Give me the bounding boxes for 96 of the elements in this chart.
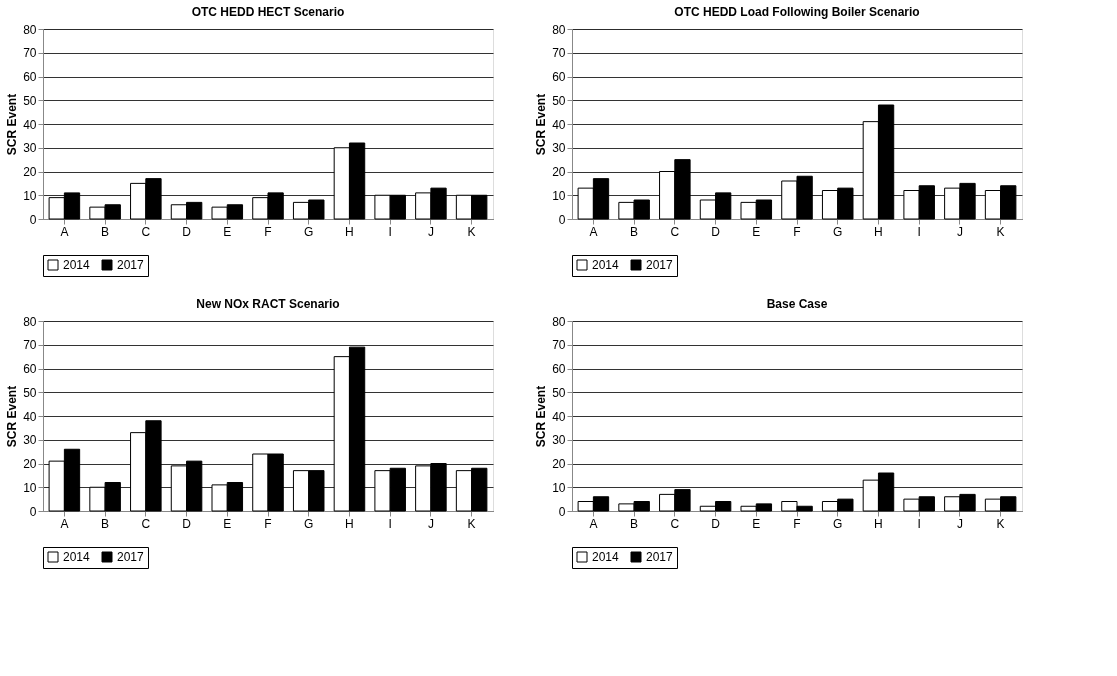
x-tick-label: F <box>264 224 272 239</box>
y-tick-label: 80 <box>552 314 566 329</box>
y-tick-label: 30 <box>552 141 566 156</box>
x-tick-label: G <box>304 516 314 531</box>
x-tick-label: C <box>670 516 680 531</box>
x-tick-label: I <box>917 224 921 239</box>
chart-title: New NOx RACT Scenario <box>196 297 340 311</box>
y-axis-title: SCR Event <box>5 93 20 156</box>
x-tick-label: E <box>223 224 232 239</box>
x-tick-label: K <box>996 224 1005 239</box>
x-tick-label: B <box>630 224 639 239</box>
x-tick-label: J <box>956 516 963 531</box>
y-tick-label: 50 <box>552 93 566 108</box>
y-tick-label: 0 <box>29 504 37 519</box>
x-tick-label: C <box>141 224 151 239</box>
y-tick-label: 60 <box>23 362 37 376</box>
y-tick-label: 10 <box>552 480 566 495</box>
x-tick-label: H <box>345 224 354 239</box>
chart-title: OTC HEDD Load Following Boiler Scenario <box>674 5 920 19</box>
x-tick-label: K <box>467 224 476 239</box>
y-tick-label: 50 <box>23 385 37 400</box>
x-tick-label: K <box>996 516 1005 531</box>
x-tick-label: J <box>427 224 434 239</box>
y-tick-label: 60 <box>23 70 37 84</box>
y-axis-title: SCR Event <box>534 93 549 156</box>
x-tick-label: F <box>264 516 272 531</box>
x-tick-label: A <box>589 224 598 239</box>
x-tick-label: J <box>427 516 434 531</box>
legend-label: 2014 <box>63 258 91 272</box>
x-tick-label: C <box>141 516 151 531</box>
x-tick-label: F <box>793 224 801 239</box>
y-tick-label: 60 <box>552 70 566 84</box>
x-tick-label: B <box>630 516 639 531</box>
x-tick-label: E <box>752 224 761 239</box>
x-tick-label: B <box>101 516 110 531</box>
x-tick-label: A <box>589 516 598 531</box>
y-axis-title: SCR Event <box>534 385 549 448</box>
y-tick-label: 20 <box>552 165 566 179</box>
legend-label: 2017 <box>117 550 145 564</box>
y-tick-label: 80 <box>23 314 37 329</box>
x-tick-label: H <box>874 224 883 239</box>
y-tick-label: 40 <box>23 409 37 424</box>
legend-label: 2014 <box>592 258 620 272</box>
y-tick-label: 70 <box>552 338 566 353</box>
x-tick-label: G <box>833 224 843 239</box>
y-tick-label: 20 <box>23 165 37 179</box>
y-tick-label: 70 <box>552 46 566 61</box>
x-tick-label: D <box>182 224 192 239</box>
x-tick-label: G <box>304 224 314 239</box>
x-tick-label: F <box>793 516 801 531</box>
legend-label: 2017 <box>646 258 674 272</box>
x-tick-label: E <box>752 516 761 531</box>
x-tick-label: D <box>711 516 721 531</box>
y-tick-label: 10 <box>23 480 37 495</box>
y-tick-label: 50 <box>552 385 566 400</box>
y-tick-label: 40 <box>552 117 566 132</box>
x-tick-label: I <box>917 516 921 531</box>
y-tick-label: 70 <box>23 338 37 353</box>
x-tick-label: I <box>388 224 392 239</box>
y-tick-label: 20 <box>552 457 566 471</box>
x-tick-label: H <box>874 516 883 531</box>
legend-label: 2017 <box>117 258 145 272</box>
legend-label: 2017 <box>646 550 674 564</box>
y-tick-label: 70 <box>23 46 37 61</box>
x-tick-label: D <box>182 516 192 531</box>
x-tick-label: H <box>345 516 354 531</box>
y-tick-label: 30 <box>552 433 566 448</box>
x-tick-label: J <box>956 224 963 239</box>
y-tick-label: 0 <box>558 504 566 519</box>
y-tick-label: 0 <box>558 212 566 227</box>
x-tick-label: C <box>670 224 680 239</box>
y-tick-label: 20 <box>23 457 37 471</box>
x-tick-label: A <box>60 516 69 531</box>
legend-label: 2014 <box>63 550 91 564</box>
y-tick-label: 10 <box>552 188 566 203</box>
y-tick-label: 60 <box>552 362 566 376</box>
chart-title: OTC HEDD HECT Scenario <box>191 5 345 19</box>
y-tick-label: 50 <box>23 93 37 108</box>
x-tick-label: A <box>60 224 69 239</box>
y-tick-label: 40 <box>23 117 37 132</box>
x-tick-label: B <box>101 224 110 239</box>
chart-title: Base Case <box>766 297 828 311</box>
y-tick-label: 10 <box>23 188 37 203</box>
x-tick-label: G <box>833 516 843 531</box>
legend-label: 2014 <box>592 550 620 564</box>
y-tick-label: 80 <box>552 22 566 37</box>
x-tick-label: K <box>467 516 476 531</box>
x-tick-label: I <box>388 516 392 531</box>
x-tick-label: E <box>223 516 232 531</box>
y-axis-title: SCR Event <box>5 385 20 448</box>
y-tick-label: 30 <box>23 141 37 156</box>
y-tick-label: 40 <box>552 409 566 424</box>
x-tick-label: D <box>711 224 721 239</box>
y-tick-label: 0 <box>29 212 37 227</box>
y-tick-label: 30 <box>23 433 37 448</box>
y-tick-label: 80 <box>23 22 37 37</box>
